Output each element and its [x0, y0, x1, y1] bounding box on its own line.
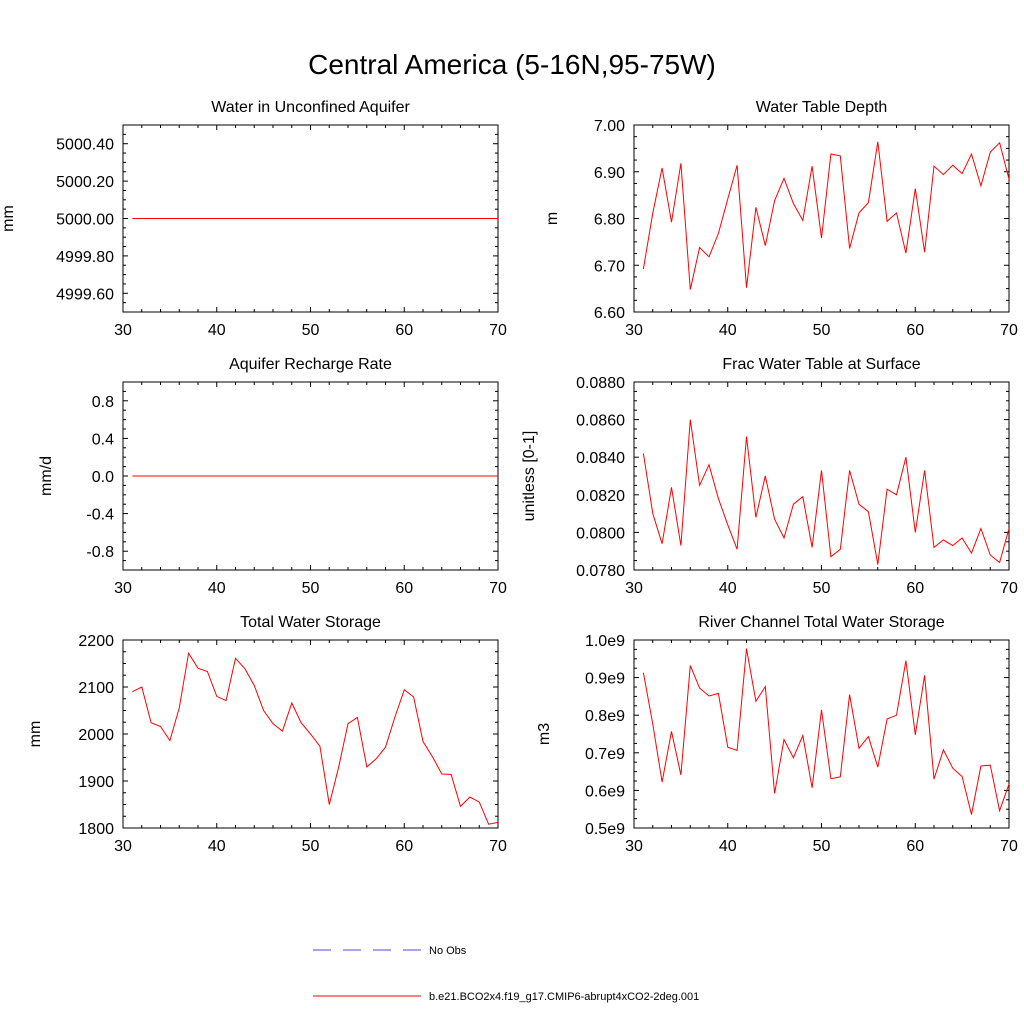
y-tick-label: 0.0800 [576, 525, 625, 542]
x-tick-label: 50 [813, 580, 831, 597]
y-tick-label: 0.6e9 [585, 783, 625, 800]
y-tick-label: 2200 [78, 633, 114, 650]
x-tick-label: 30 [114, 580, 132, 597]
y-tick-label: 0.8 [92, 394, 114, 411]
y-tick-label: 0.0 [92, 469, 114, 486]
legend: No Obs b.e21.BCO2x4.f19_g17.CMIP6-abrupt… [313, 945, 699, 1003]
y-tick-label: 0.0820 [576, 488, 625, 505]
x-tick-label: 60 [395, 322, 413, 339]
y-tick-label: 6.60 [594, 305, 625, 322]
x-tick-label: 40 [719, 322, 737, 339]
x-tick-label: 70 [1000, 580, 1018, 597]
x-tick-label: 30 [114, 322, 132, 339]
y-tick-label: 5000.40 [56, 137, 114, 154]
y-tick-label: 4999.80 [56, 249, 114, 266]
y-tick-label: 6.80 [594, 212, 625, 229]
panel-title: Total Water Storage [240, 614, 381, 631]
y-tick-label: 6.70 [594, 258, 625, 275]
series-line [642, 141, 1010, 290]
y-tick-label: 5000.00 [56, 212, 114, 229]
panel-title: River Channel Total Water Storage [698, 614, 944, 631]
panel-3: Aquifer Recharge Rate mm/d 30 40 50 60 70 -0.8 -… [38, 356, 507, 597]
x-tick-label: 50 [813, 838, 831, 855]
figure-title: Central America (5-16N,95-75W) [308, 49, 716, 80]
panel-title: Frac Water Table at Surface [722, 356, 920, 373]
y-axis-label: mm/d [38, 456, 55, 496]
y-tick-label: 0.8e9 [585, 708, 625, 725]
panel-4: Frac Water Table at Surface unitless [0-1… [521, 356, 1018, 597]
x-tick-label: 40 [208, 580, 226, 597]
x-tick-label: 60 [906, 580, 924, 597]
y-tick-label: 2100 [78, 680, 114, 697]
y-tick-label: 0.7e9 [585, 746, 625, 763]
x-tick-label: 40 [719, 838, 737, 855]
y-tick-label: 0.0860 [576, 413, 625, 430]
y-tick-label: 0.0780 [576, 563, 625, 580]
panel-title: Water in Unconfined Aquifer [211, 99, 410, 116]
series-line [642, 648, 1010, 815]
series-line [132, 651, 499, 825]
y-tick-label: 0.4 [92, 431, 114, 448]
panels: Water in Unconfined Aquifer mm 30 40 50 60 70 4… [0, 99, 1018, 855]
y-tick-label: 0.9e9 [585, 671, 625, 688]
y-axis-label: mm [27, 721, 44, 748]
panel-6: River Channel Total Water Storage m3 30 40 5… [536, 614, 1018, 855]
x-tick-label: 50 [302, 580, 320, 597]
y-tick-label: 0.0840 [576, 450, 625, 467]
x-tick-label: 60 [395, 580, 413, 597]
y-tick-label: 4999.60 [56, 286, 114, 303]
x-tick-label: 70 [1000, 838, 1018, 855]
x-tick-label: 50 [302, 322, 320, 339]
y-tick-label: 1.0e9 [585, 633, 625, 650]
y-axis-label: m [544, 212, 561, 225]
x-tick-label: 40 [719, 580, 737, 597]
plot-frame [633, 381, 1010, 571]
x-tick-label: 30 [625, 580, 643, 597]
panel-title: Aquifer Recharge Rate [229, 356, 392, 373]
x-tick-label: 60 [395, 838, 413, 855]
y-tick-label: 0.0880 [576, 375, 625, 392]
x-tick-label: 40 [208, 322, 226, 339]
x-tick-label: 30 [625, 838, 643, 855]
panel-1: Water in Unconfined Aquifer mm 30 40 50 60 70 4… [0, 99, 507, 339]
x-tick-label: 30 [114, 838, 132, 855]
series-line [642, 419, 1010, 565]
x-tick-label: 50 [302, 838, 320, 855]
y-tick-label: 1800 [78, 821, 114, 838]
y-tick-label: 6.90 [594, 165, 625, 182]
y-tick-label: 5000.20 [56, 174, 114, 191]
legend-no-obs-label: No Obs [429, 945, 467, 957]
x-tick-label: 70 [489, 322, 507, 339]
x-tick-label: 40 [208, 838, 226, 855]
panel-2: Water Table Depth m 30 40 50 60 70 6.60 6.70 6.80… [544, 99, 1018, 339]
y-axis-label: unitless [0-1] [521, 431, 538, 522]
y-tick-label: -0.8 [86, 544, 114, 561]
y-axis-label: m3 [536, 723, 553, 745]
y-tick-label: -0.4 [86, 507, 114, 524]
x-tick-label: 70 [489, 838, 507, 855]
panel-5: Total Water Storage mm 30 40 50 60 70 1800 1900 2… [27, 614, 507, 855]
panel-title: Water Table Depth [756, 99, 888, 116]
x-tick-label: 30 [625, 322, 643, 339]
x-tick-label: 50 [813, 322, 831, 339]
y-tick-label: 2000 [78, 727, 114, 744]
y-axis-label: mm [0, 205, 17, 232]
y-tick-label: 7.00 [594, 118, 625, 135]
y-tick-label: 1900 [78, 774, 114, 791]
x-tick-label: 60 [906, 322, 924, 339]
x-tick-label: 60 [906, 838, 924, 855]
x-tick-label: 70 [489, 580, 507, 597]
legend-model-label: b.e21.BCO2x4.f19_g17.CMIP6-abrupt4xCO2-2… [429, 991, 699, 1003]
x-tick-label: 70 [1000, 322, 1018, 339]
y-tick-label: 0.5e9 [585, 821, 625, 838]
